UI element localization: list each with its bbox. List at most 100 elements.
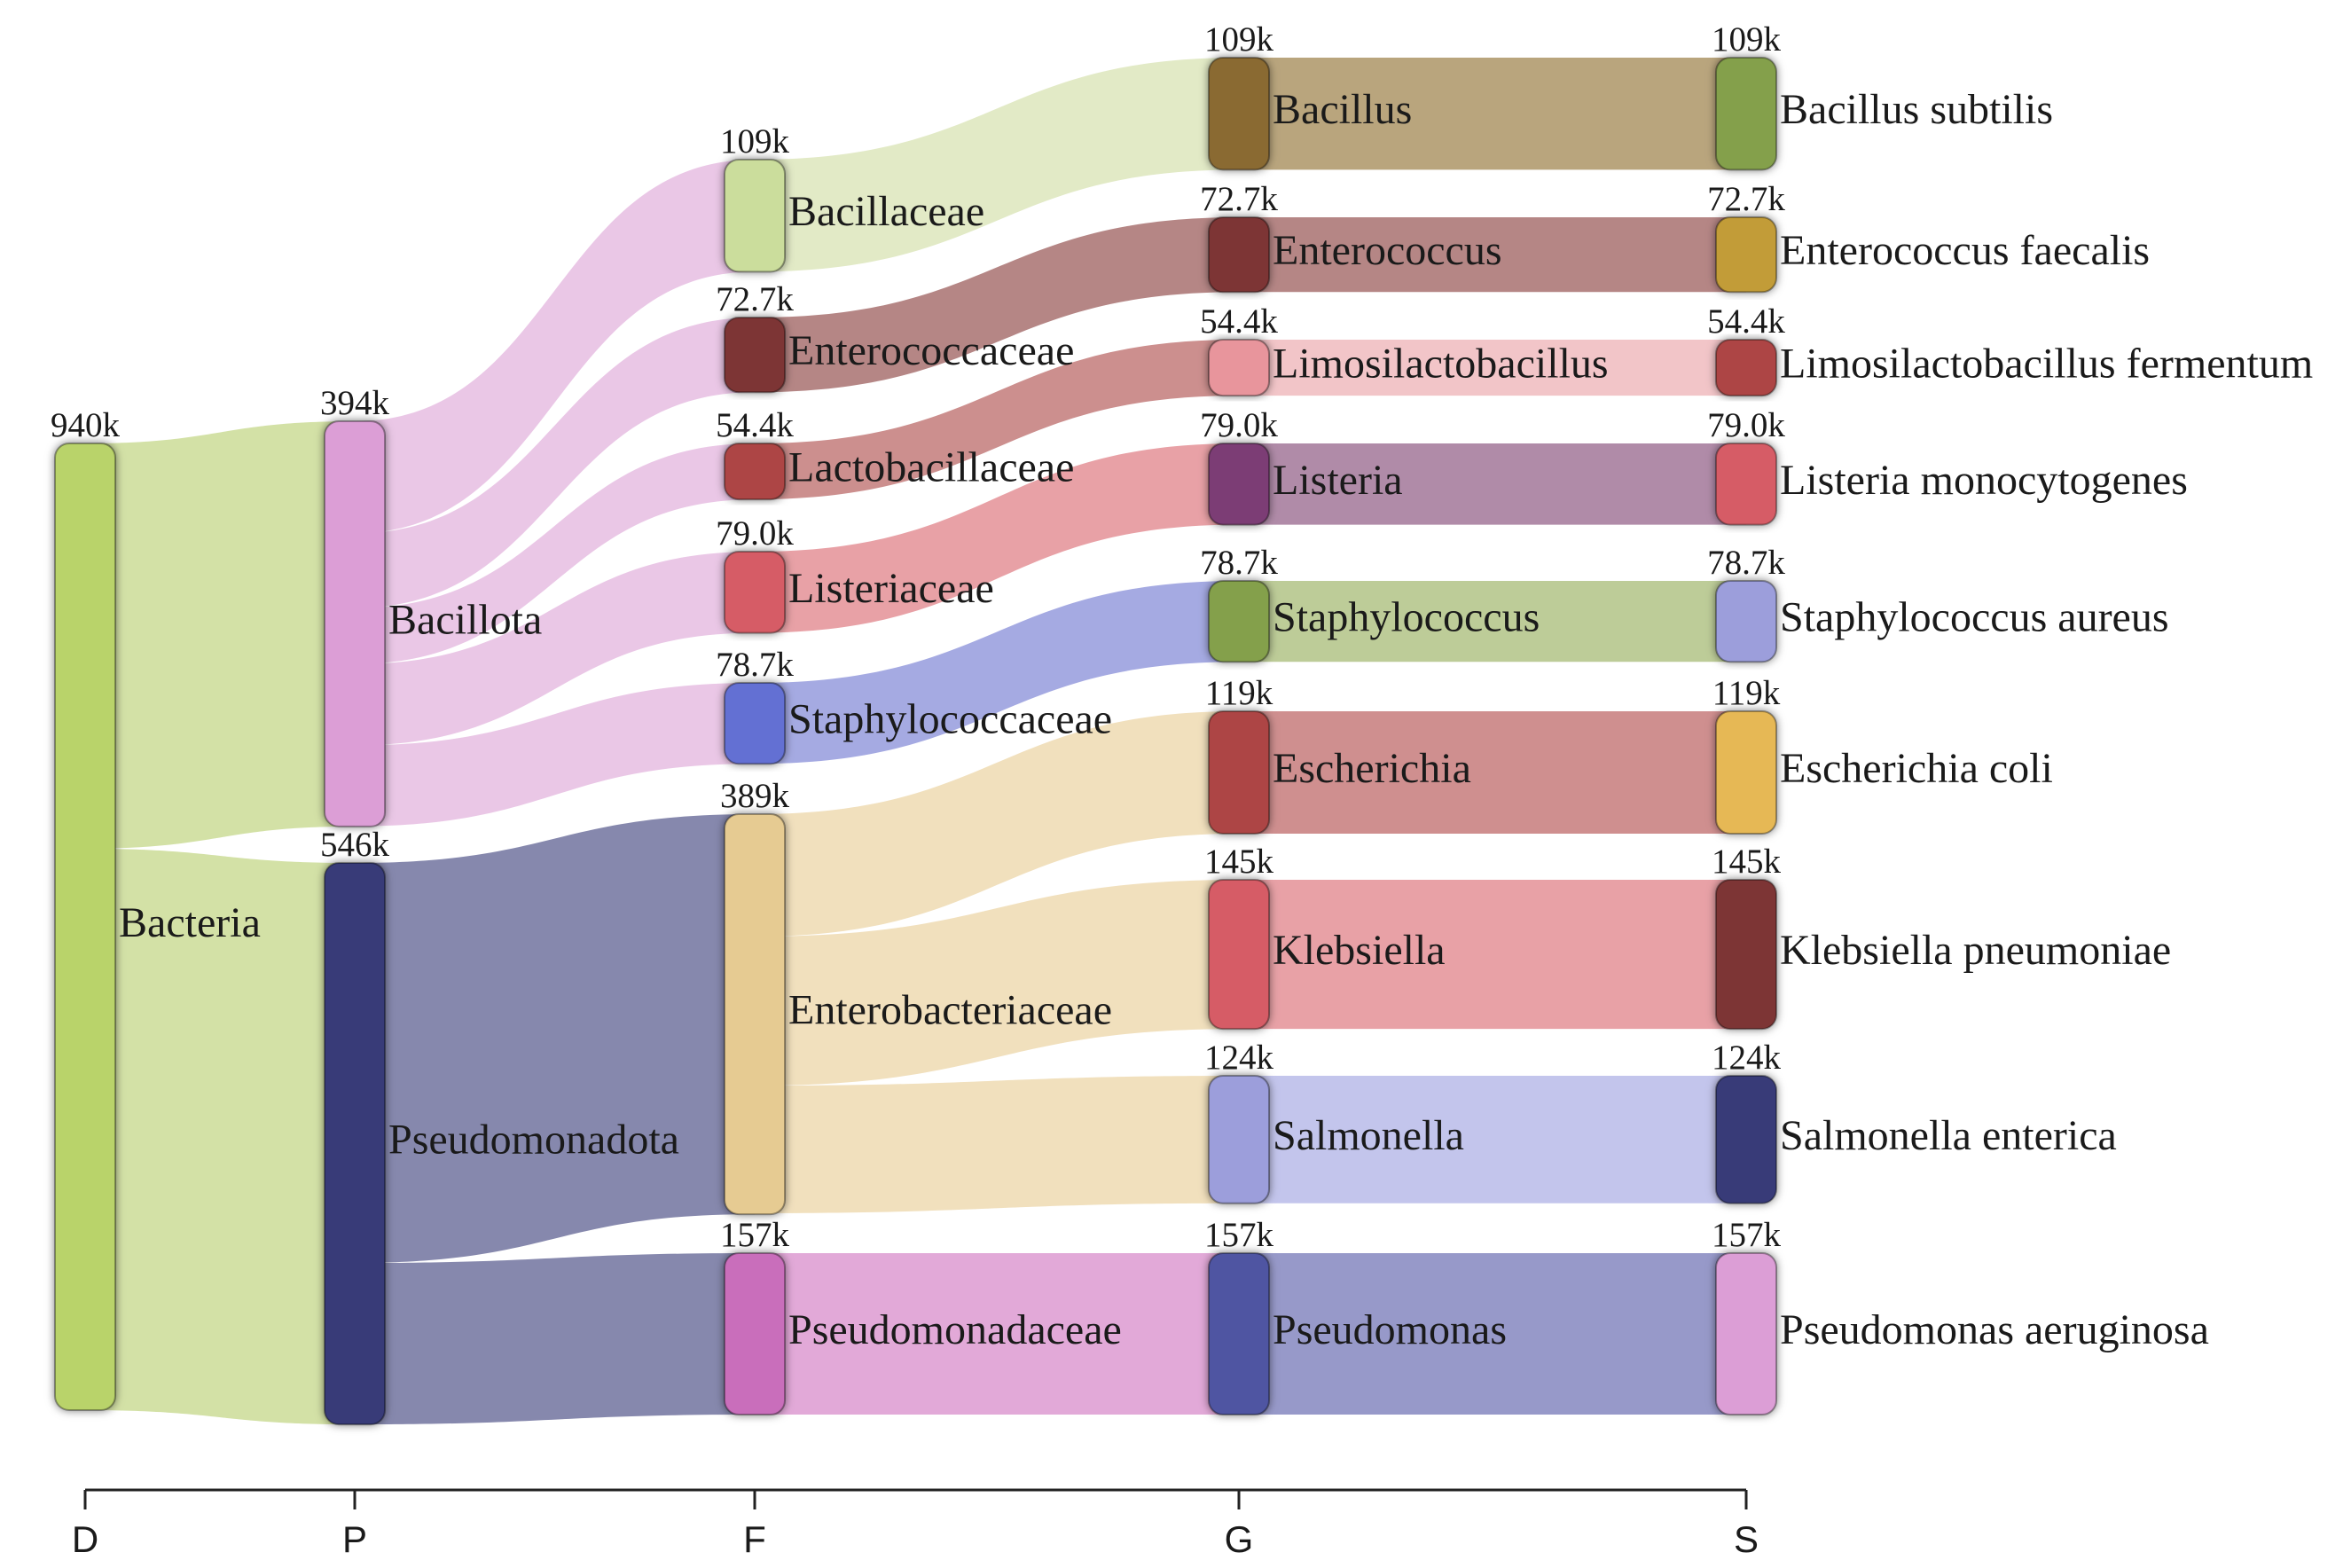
node-pseudomonadaceae [724, 1252, 786, 1416]
node-escherichia-coli [1715, 710, 1777, 835]
value-label-staphylococcus-aureus: 78.7k [1707, 544, 1785, 582]
link-enterobacteriaceae-to-escherichia [755, 711, 1239, 937]
value-label-pseudomonadaceae: 157k [720, 1216, 790, 1254]
node-bacteria [54, 443, 116, 1411]
node-staphylococcaceae [724, 682, 786, 765]
link-pseudomonas-to-pseudomonas-aeruginosa [1239, 1253, 1746, 1415]
node-limosilactobacillus [1208, 339, 1270, 397]
link-enterococcaceae-to-enterococcus [755, 217, 1239, 393]
link-klebsiella-to-klebsiella-pneumoniae [1239, 880, 1746, 1030]
link-staphylococcus-to-staphylococcus-aureus [1239, 581, 1746, 662]
node-escherichia [1208, 710, 1270, 835]
value-label-escherichia: 119k [1205, 674, 1273, 712]
node-label-enterococcaceae: Enterococcaceae [788, 327, 1074, 374]
node-listeria [1208, 443, 1270, 526]
value-label-bacillus: 109k [1204, 20, 1274, 59]
link-bacillus-to-bacillus-subtilis [1239, 58, 1746, 170]
node-label-bacillus-subtilis: Bacillus subtilis [1780, 86, 2053, 133]
value-label-bacillus-subtilis: 109k [1712, 20, 1782, 59]
node-label-enterobacteriaceae: Enterobacteriaceae [788, 987, 1112, 1034]
node-pseudomonas-aeruginosa [1715, 1252, 1777, 1416]
node-label-enterococcus: Enterococcus [1273, 227, 1502, 274]
link-bacteria-to-bacillota [85, 421, 355, 849]
node-enterococcus-faecalis [1715, 216, 1777, 294]
node-label-pseudomonas: Pseudomonas [1273, 1306, 1507, 1353]
node-label-enterococcus-faecalis: Enterococcus faecalis [1780, 227, 2150, 274]
value-label-lactobacillaceae: 54.4k [716, 406, 794, 444]
axis-label-p: P [342, 1518, 367, 1560]
node-bacillus [1208, 57, 1270, 171]
value-label-salmonella-enterica: 124k [1712, 1039, 1782, 1077]
value-label-klebsiella-pneumoniae: 145k [1712, 843, 1782, 881]
nodes-layer [54, 57, 1777, 1426]
value-label-bacteria: 940k [51, 406, 121, 444]
value-label-bacillaceae: 109k [720, 122, 790, 161]
link-pseudomonadaceae-to-pseudomonas [755, 1253, 1239, 1415]
node-enterococcus [1208, 216, 1270, 294]
node-klebsiella [1208, 879, 1270, 1031]
node-label-salmonella-enterica: Salmonella enterica [1780, 1112, 2117, 1159]
value-label-pseudomonas-aeruginosa: 157k [1712, 1216, 1782, 1254]
value-label-pseudomonas: 157k [1204, 1216, 1274, 1254]
value-label-salmonella: 124k [1204, 1039, 1274, 1077]
node-label-bacillota: Bacillota [388, 596, 542, 643]
link-bacillota-to-listeriaceae [355, 552, 755, 746]
link-enterococcus-to-enterococcus-faecalis [1239, 217, 1746, 293]
node-label-listeria: Listeria [1273, 457, 1403, 504]
node-label-lactobacillaceae: Lactobacillaceae [788, 444, 1074, 491]
node-label-bacillaceae: Bacillaceae [788, 188, 984, 235]
node-salmonella [1208, 1075, 1270, 1204]
node-limosilactobacillus-fermentum [1715, 339, 1777, 397]
axis-label-s: S [1734, 1518, 1759, 1560]
link-lactobacillaceae-to-limosilactobacillus [755, 340, 1239, 500]
node-label-staphylococcaceae: Staphylococcaceae [788, 696, 1112, 743]
node-label-klebsiella-pneumoniae: Klebsiella pneumoniae [1780, 927, 2171, 974]
value-label-staphylococcaceae: 78.7k [716, 646, 794, 684]
node-staphylococcus-aureus [1715, 580, 1777, 663]
axis-label-g: G [1225, 1518, 1254, 1560]
node-label-staphylococcus-aureus: Staphylococcus aureus [1780, 594, 2169, 641]
value-label-klebsiella: 145k [1204, 843, 1274, 881]
node-lactobacillaceae [724, 443, 786, 501]
value-label-limosilactobacillus-fermentum: 54.4k [1707, 302, 1785, 341]
value-label-enterococcaceae: 72.7k [716, 280, 794, 318]
links-layer [85, 58, 1746, 1425]
node-label-escherichia-coli: Escherichia coli [1780, 745, 2053, 792]
value-label-pseudomonadota: 546k [320, 826, 390, 864]
node-label-pseudomonadota: Pseudomonadota [388, 1117, 679, 1164]
value-label-listeria-monocytogenes: 79.0k [1707, 406, 1785, 444]
link-pseudomonadota-to-pseudomonadaceae [355, 1253, 755, 1425]
value-label-listeria: 79.0k [1200, 406, 1278, 444]
node-label-bacillus: Bacillus [1273, 86, 1412, 133]
node-label-staphylococcus: Staphylococcus [1273, 594, 1540, 641]
node-listeriaceae [724, 551, 786, 634]
value-label-bacillota: 394k [320, 384, 390, 422]
link-bacteria-to-pseudomonadota [85, 848, 355, 1425]
axis-label-f: F [743, 1518, 766, 1560]
value-label-listeriaceae: 79.0k [716, 514, 794, 553]
value-label-enterococcus: 72.7k [1200, 180, 1278, 218]
link-listeriaceae-to-listeria [755, 443, 1239, 633]
value-label-staphylococcus: 78.7k [1200, 544, 1278, 582]
value-label-limosilactobacillus: 54.4k [1200, 302, 1278, 341]
value-label-enterobacteriaceae: 389k [720, 777, 790, 815]
link-escherichia-to-escherichia-coli [1239, 711, 1746, 834]
node-label-limosilactobacillus: Limosilactobacillus [1273, 341, 1609, 388]
link-pseudomonadota-to-enterobacteriaceae [355, 814, 755, 1264]
node-label-salmonella: Salmonella [1273, 1112, 1464, 1159]
node-label-bacteria: Bacteria [119, 899, 261, 946]
node-label-listeriaceae: Listeriaceae [788, 565, 994, 612]
node-pseudomonas [1208, 1252, 1270, 1416]
link-bacillota-to-enterococcaceae [355, 318, 755, 608]
node-pseudomonadota [324, 862, 386, 1426]
node-label-pseudomonadaceae: Pseudomonadaceae [788, 1306, 1122, 1353]
link-enterobacteriaceae-to-salmonella [755, 1076, 1239, 1213]
labels-layer: 940k Bacteria 394k Bacillota 546k Pseudomonad… [51, 20, 2313, 1353]
node-enterobacteriaceae [724, 813, 786, 1216]
node-label-listeria-monocytogenes: Listeria monocytogenes [1780, 457, 2188, 504]
link-limosilactobacillus-to-limosilactobacillus-fermentum [1239, 340, 1746, 396]
node-staphylococcus [1208, 580, 1270, 663]
